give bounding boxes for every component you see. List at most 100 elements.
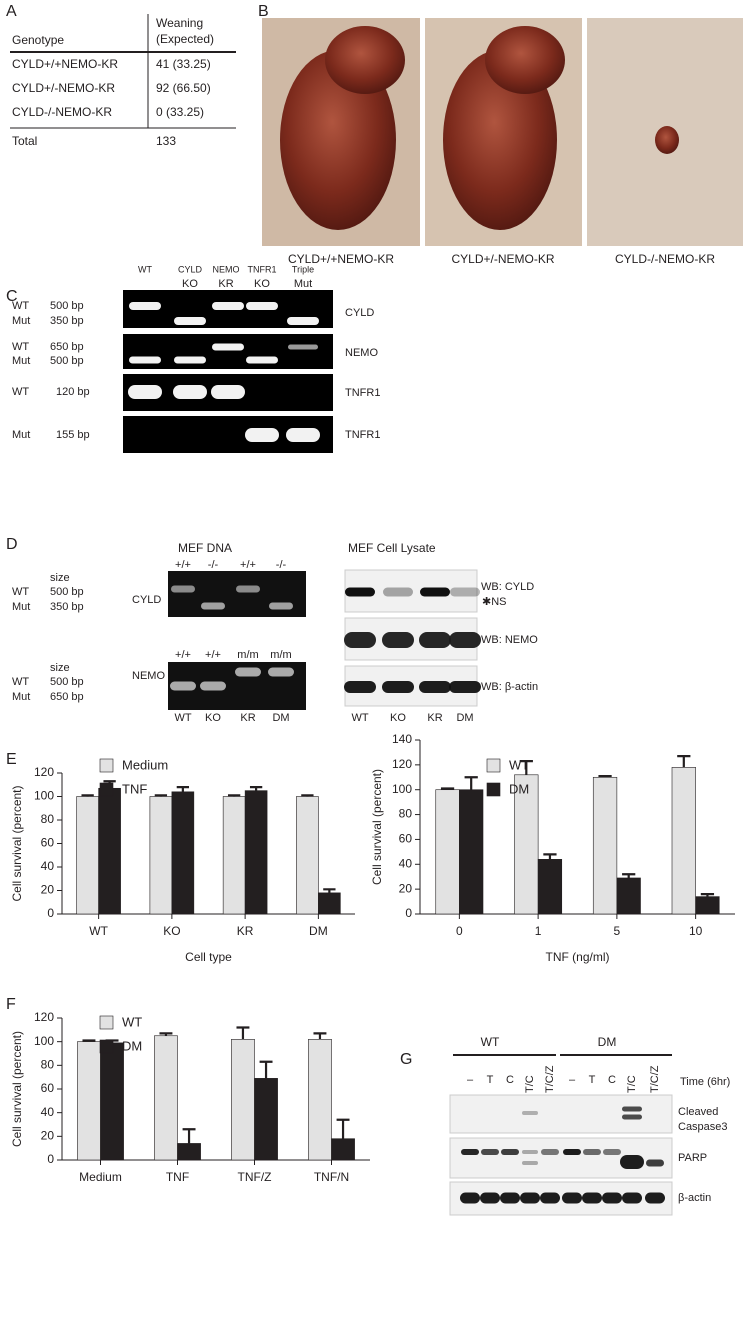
- panel-label: B: [258, 3, 269, 20]
- legend-label: DM: [122, 1038, 142, 1053]
- y-tick-label: 100: [392, 782, 412, 796]
- photo-caption: CYLD+/+NEMO-KR: [288, 252, 394, 266]
- legend-swatch: [99, 782, 114, 797]
- lane-label: Mut: [294, 278, 312, 290]
- genotype: +/+: [175, 559, 191, 571]
- y-tick-label: 40: [41, 1105, 55, 1119]
- size-label: size: [50, 572, 70, 584]
- band: [562, 1192, 582, 1204]
- error-bar: [159, 1032, 173, 1036]
- legend-label: Medium: [122, 757, 168, 772]
- y-tick-label: 20: [41, 1129, 55, 1143]
- error-bar: [598, 774, 612, 778]
- bar: [671, 767, 696, 915]
- gene-label: TNFR1: [345, 387, 380, 399]
- lane-label: WT: [138, 264, 152, 274]
- band: [269, 602, 293, 610]
- band: [383, 587, 413, 597]
- legend-swatch: [99, 1039, 114, 1054]
- band: [174, 356, 206, 364]
- x-tick-label: 10: [689, 924, 703, 938]
- error-bar: [81, 794, 94, 797]
- band: [622, 1106, 642, 1112]
- band: [174, 317, 206, 325]
- y-tick-label: 80: [41, 812, 55, 826]
- panel-label: D: [6, 536, 18, 553]
- bar: [695, 896, 720, 915]
- x-tick-label: Medium: [79, 1170, 122, 1184]
- lane-label: T: [589, 1074, 596, 1086]
- error-bar: [313, 1032, 327, 1040]
- lane-label: DM: [456, 712, 473, 724]
- band: [128, 385, 162, 399]
- legend-swatch: [486, 782, 501, 797]
- band: [246, 302, 278, 310]
- x-tick-label: 0: [456, 924, 463, 938]
- genotype: +/+: [175, 649, 191, 661]
- blot: [449, 1137, 673, 1179]
- genotype: m/m: [237, 649, 258, 661]
- table-cell: 92 (66.50): [156, 81, 211, 95]
- band: [201, 602, 225, 610]
- time-label: Time (6hr): [680, 1076, 730, 1088]
- band: [563, 1149, 581, 1155]
- size-label: size: [50, 662, 70, 674]
- lane-label: CYLD: [178, 264, 203, 274]
- panel-label: C: [6, 288, 18, 305]
- band: [645, 1192, 665, 1204]
- genotype: +/+: [205, 649, 221, 661]
- band: [622, 1192, 642, 1204]
- bar: [318, 892, 341, 915]
- y-axis-label: Cell survival (percent): [10, 1031, 24, 1147]
- band-label: 120 bp: [56, 386, 90, 398]
- error-bar: [519, 760, 533, 775]
- y-tick-label: 140: [392, 732, 412, 746]
- lane-label: KO: [182, 278, 198, 290]
- band: [212, 302, 244, 310]
- bar: [616, 877, 641, 915]
- band: [461, 1149, 479, 1155]
- genotype: -/-: [208, 559, 219, 571]
- legend-label: WT: [509, 757, 529, 772]
- table-cell: 41 (33.25): [156, 57, 211, 71]
- band: [449, 632, 481, 648]
- gene-label: CYLD: [132, 594, 161, 606]
- band: [501, 1149, 519, 1155]
- gene-label: CYLD: [345, 307, 374, 319]
- legend-swatch: [99, 758, 114, 773]
- y-tick-label: 0: [47, 906, 54, 920]
- y-tick-label: 120: [34, 1010, 54, 1024]
- band-label: 500 bp: [50, 300, 84, 312]
- blot-title: MEF Cell Lysate: [348, 541, 436, 555]
- band-label: 155 bp: [56, 429, 90, 441]
- band: [245, 428, 279, 442]
- lane-label: KO: [254, 278, 270, 290]
- band: [481, 1149, 499, 1155]
- x-tick-label: TNF/N: [314, 1170, 349, 1184]
- band-label: WT: [12, 300, 29, 312]
- band: [288, 344, 318, 350]
- error-bar: [182, 1128, 196, 1144]
- lane-label: KR: [427, 712, 442, 724]
- band-label: 500 bp: [50, 676, 84, 688]
- band: [419, 632, 451, 648]
- band: [200, 681, 226, 691]
- table-cell: 133: [156, 134, 176, 148]
- bar: [254, 1078, 278, 1161]
- bar: [435, 789, 460, 915]
- lane-label: C: [506, 1074, 514, 1086]
- band: [287, 317, 319, 325]
- table-cell: Total: [12, 134, 37, 148]
- band: [170, 681, 196, 691]
- band: [541, 1149, 559, 1155]
- y-tick-label: 120: [34, 765, 54, 779]
- band: [602, 1192, 622, 1204]
- x-tick-label: TNF: [166, 1170, 189, 1184]
- band: [420, 587, 450, 597]
- table-cell: 0 (33.25): [156, 105, 204, 119]
- blot-label: Caspase3: [678, 1121, 728, 1133]
- y-tick-label: 40: [399, 856, 413, 870]
- blot-label: β-actin: [678, 1192, 711, 1204]
- legend-label: DM: [509, 781, 529, 796]
- error-bar: [236, 1026, 250, 1040]
